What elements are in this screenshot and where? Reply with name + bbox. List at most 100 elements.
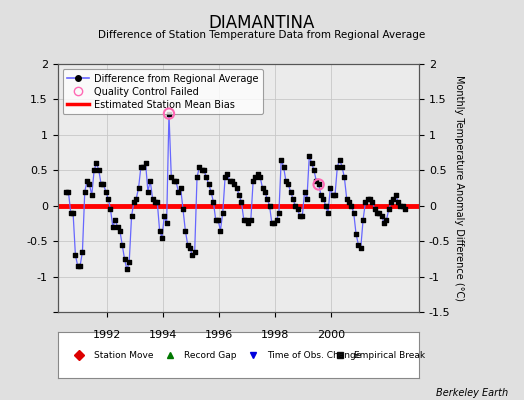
- Point: [228, 178, 236, 184]
- Point: [108, 224, 117, 230]
- Point: [216, 227, 225, 234]
- Point: [314, 181, 323, 188]
- Point: [389, 196, 398, 202]
- Point: [95, 167, 103, 174]
- Point: [373, 210, 381, 216]
- Point: [158, 234, 166, 241]
- Point: [335, 156, 344, 163]
- Point: [279, 164, 288, 170]
- Point: [169, 178, 178, 184]
- Point: [195, 164, 203, 170]
- Point: [225, 178, 234, 184]
- Point: [121, 256, 129, 262]
- Point: [221, 174, 230, 180]
- Point: [347, 202, 356, 209]
- Point: [324, 210, 332, 216]
- Point: [287, 188, 295, 195]
- Point: [214, 217, 222, 223]
- Point: [300, 188, 309, 195]
- Point: [263, 196, 271, 202]
- Point: [160, 213, 169, 220]
- Point: [167, 174, 176, 180]
- Point: [144, 188, 152, 195]
- Y-axis label: Monthly Temperature Anomaly Difference (°C): Monthly Temperature Anomaly Difference (…: [454, 75, 464, 301]
- Point: [317, 192, 325, 198]
- Point: [256, 174, 265, 180]
- Point: [370, 206, 379, 212]
- Point: [165, 110, 173, 117]
- Point: [265, 202, 274, 209]
- Point: [102, 188, 110, 195]
- Point: [239, 217, 248, 223]
- Text: 1992: 1992: [93, 330, 121, 340]
- Legend: Difference from Regional Average, Quality Control Failed, Estimated Station Mean: Difference from Regional Average, Qualit…: [62, 69, 263, 114]
- Point: [368, 199, 377, 205]
- Point: [162, 220, 171, 227]
- Point: [321, 202, 330, 209]
- Point: [366, 196, 374, 202]
- Point: [237, 199, 246, 205]
- Point: [352, 231, 360, 237]
- Point: [345, 199, 353, 205]
- Text: Berkeley Earth: Berkeley Earth: [436, 388, 508, 398]
- Point: [340, 174, 348, 180]
- Point: [67, 210, 75, 216]
- Point: [88, 192, 96, 198]
- Point: [291, 202, 299, 209]
- Point: [252, 174, 260, 180]
- Point: [181, 227, 190, 234]
- Point: [308, 160, 316, 166]
- Point: [141, 160, 150, 166]
- Point: [123, 266, 131, 273]
- Point: [249, 178, 257, 184]
- Point: [394, 199, 402, 205]
- Point: [204, 181, 213, 188]
- Point: [247, 217, 255, 223]
- Point: [127, 213, 136, 220]
- Point: [260, 188, 269, 195]
- Point: [137, 164, 145, 170]
- Point: [200, 167, 208, 174]
- Point: [258, 185, 267, 191]
- Point: [73, 263, 82, 269]
- Point: [385, 206, 393, 212]
- Point: [326, 185, 334, 191]
- Text: 1994: 1994: [149, 330, 177, 340]
- Point: [364, 196, 372, 202]
- Point: [183, 242, 192, 248]
- Point: [174, 188, 182, 195]
- Point: [235, 192, 243, 198]
- Point: [76, 263, 84, 269]
- Point: [284, 181, 292, 188]
- Point: [193, 174, 201, 180]
- Point: [179, 206, 187, 212]
- Point: [270, 220, 278, 227]
- Point: [277, 156, 286, 163]
- Point: [104, 196, 112, 202]
- Point: [356, 245, 365, 252]
- Point: [230, 181, 238, 188]
- Point: [209, 199, 217, 205]
- Point: [156, 227, 164, 234]
- Text: Station Move: Station Move: [94, 350, 154, 360]
- Point: [319, 196, 328, 202]
- Point: [396, 202, 405, 209]
- Point: [134, 185, 143, 191]
- Point: [90, 167, 99, 174]
- Point: [338, 164, 346, 170]
- Point: [62, 188, 70, 195]
- Point: [387, 199, 395, 205]
- Point: [97, 181, 105, 188]
- Text: 1996: 1996: [205, 330, 233, 340]
- Point: [116, 227, 124, 234]
- Point: [399, 202, 407, 209]
- Point: [191, 248, 199, 255]
- Point: [106, 206, 115, 212]
- Point: [177, 185, 185, 191]
- Point: [92, 160, 101, 166]
- Point: [333, 164, 342, 170]
- Text: Difference of Station Temperature Data from Regional Average: Difference of Station Temperature Data f…: [99, 30, 425, 40]
- Point: [305, 153, 313, 159]
- Point: [282, 178, 290, 184]
- Point: [223, 171, 232, 177]
